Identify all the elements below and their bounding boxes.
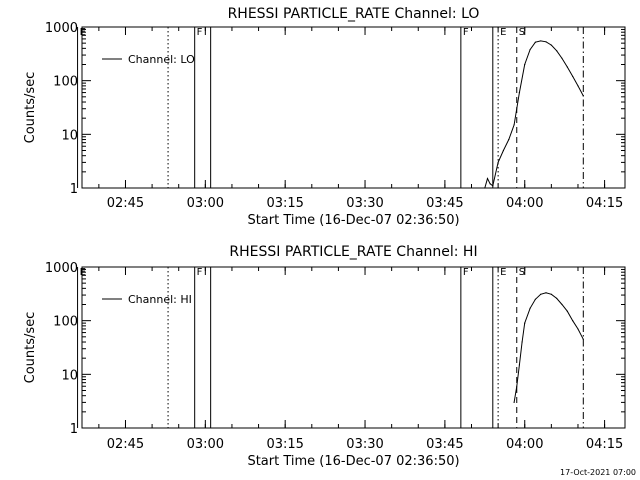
- x-tick-label: 04:15: [586, 196, 623, 211]
- series-point: [508, 138, 510, 141]
- marker-label: E: [80, 27, 86, 38]
- series-point: [518, 91, 521, 94]
- x-axis-label: Start Time (16-Dec-07 02:36:50): [247, 454, 459, 469]
- series-point: [524, 63, 526, 66]
- x-tick-label: 03:15: [266, 196, 303, 211]
- series-point: [566, 310, 568, 312]
- series-point: [540, 40, 542, 42]
- x-tick-label: 03:00: [187, 196, 224, 211]
- x-tick-label: 03:15: [266, 437, 303, 452]
- x-axis-label: Start Time (16-Dec-07 02:36:50): [247, 213, 459, 228]
- marker-label: F: [197, 267, 203, 278]
- series-point: [550, 44, 552, 46]
- x-tick-label: 03:30: [346, 437, 383, 452]
- y-axis-label: Counts/sec: [23, 312, 38, 384]
- chart-panel-lo: RHESSI PARTICLE_RATE Channel: LO 1 10 100 10…: [23, 6, 626, 228]
- y-tick-label: 10: [61, 128, 78, 143]
- series-point: [513, 401, 515, 403]
- series-point: [572, 320, 574, 322]
- legend-label: Channel: HI: [128, 293, 192, 306]
- series-point: [521, 341, 523, 343]
- marker-label: S: [519, 27, 525, 38]
- x-tick-label: 03:45: [426, 196, 463, 211]
- series-point: [529, 48, 531, 51]
- x-tick-label: 04:00: [506, 437, 543, 452]
- x-tick-label: 04:15: [586, 437, 623, 452]
- series-point: [572, 75, 574, 78]
- x-tick-label: 03:30: [346, 196, 383, 211]
- marker-label: S: [519, 267, 525, 278]
- series-point: [561, 57, 563, 59]
- x-tick-label: 02:45: [107, 196, 144, 211]
- series-point: [545, 41, 547, 43]
- series-point: [582, 95, 584, 97]
- marker-label: F: [463, 27, 469, 38]
- marker-label: E: [500, 267, 506, 278]
- series-point: [513, 124, 515, 126]
- y-tick-label: 10: [61, 368, 78, 383]
- series-point: [484, 187, 486, 189]
- chart-title: RHESSI PARTICLE_RATE Channel: HI: [229, 244, 477, 260]
- legend-label: Channel: LO: [128, 53, 195, 66]
- series-point: [577, 328, 579, 330]
- x-tick-label: 03:45: [426, 437, 463, 452]
- series-line: [513, 292, 584, 403]
- series-point: [577, 85, 579, 87]
- y-tick-label: 1: [70, 422, 78, 437]
- series-point: [518, 364, 521, 366]
- plot-frame: [81, 266, 626, 429]
- series-point: [540, 293, 542, 295]
- chart-panel-hi: RHESSI PARTICLE_RATE Channel: HI 1 10 100 10…: [23, 244, 626, 469]
- series-point: [516, 385, 518, 387]
- y-axis-label: Counts/sec: [23, 72, 38, 144]
- x-tick-label: 02:45: [107, 437, 144, 452]
- series-point: [524, 322, 526, 324]
- y-tick-label: 1: [70, 182, 78, 197]
- chart-title: RHESSI PARTICLE_RATE Channel: LO: [228, 6, 480, 22]
- series-point: [556, 297, 558, 299]
- y-tick-label: 1000: [45, 261, 78, 276]
- series-point: [566, 66, 568, 68]
- series-point: [534, 41, 536, 43]
- y-tick-label: 1000: [45, 21, 78, 36]
- y-tick-label: 100: [53, 315, 78, 330]
- series-point: [529, 307, 531, 309]
- x-tick-label: 04:00: [506, 196, 543, 211]
- generation-timestamp: 17-Oct-2021 07:00: [560, 468, 636, 477]
- series-point: [492, 185, 494, 187]
- series-point: [489, 183, 491, 185]
- series-point: [502, 149, 505, 152]
- marker-label: F: [463, 267, 469, 278]
- series-point: [534, 298, 536, 300]
- x-tick-label: 03:00: [187, 437, 224, 452]
- marker-label: E: [80, 267, 86, 278]
- series-line: [484, 40, 584, 189]
- series-point: [486, 177, 489, 180]
- marker-label: F: [197, 27, 203, 38]
- plot-frame: [81, 26, 626, 189]
- series-point: [582, 338, 584, 340]
- series-point: [497, 161, 499, 163]
- y-tick-label: 100: [53, 75, 78, 90]
- series-point: [550, 293, 552, 295]
- marker-label: E: [500, 27, 506, 38]
- series-point: [561, 303, 563, 306]
- series-point: [545, 292, 547, 294]
- series-point: [556, 50, 558, 52]
